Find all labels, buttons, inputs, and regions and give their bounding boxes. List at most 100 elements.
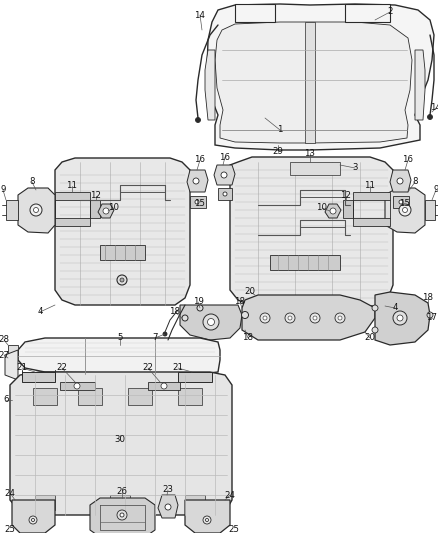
Polygon shape [100, 245, 145, 260]
Polygon shape [235, 4, 275, 22]
Polygon shape [343, 200, 353, 218]
Circle shape [193, 178, 199, 184]
Polygon shape [35, 495, 55, 510]
Text: 23: 23 [162, 486, 173, 495]
Polygon shape [55, 158, 190, 305]
Polygon shape [242, 295, 375, 340]
Polygon shape [375, 292, 430, 345]
Polygon shape [8, 345, 18, 355]
Polygon shape [207, 4, 434, 150]
Text: 25: 25 [229, 526, 240, 533]
Polygon shape [98, 204, 114, 218]
Polygon shape [270, 255, 340, 270]
Circle shape [33, 207, 39, 213]
Text: 9: 9 [0, 185, 6, 195]
Text: 18: 18 [243, 334, 254, 343]
Text: 21: 21 [173, 364, 184, 373]
Polygon shape [214, 165, 235, 185]
Polygon shape [425, 200, 435, 220]
Polygon shape [178, 388, 202, 405]
Polygon shape [90, 498, 155, 533]
Polygon shape [5, 350, 18, 380]
Polygon shape [6, 200, 18, 220]
Text: 21: 21 [17, 364, 28, 373]
Polygon shape [353, 218, 390, 226]
Circle shape [195, 200, 199, 204]
Circle shape [393, 311, 407, 325]
Text: 9: 9 [433, 185, 438, 195]
Polygon shape [90, 200, 100, 218]
Circle shape [372, 327, 378, 333]
Polygon shape [205, 50, 215, 120]
Polygon shape [22, 372, 55, 382]
Text: 12: 12 [340, 191, 352, 200]
Text: 24: 24 [4, 489, 15, 497]
Text: 22: 22 [57, 364, 67, 373]
Text: 20: 20 [364, 334, 375, 343]
Text: 18: 18 [170, 308, 180, 317]
Circle shape [285, 313, 295, 323]
Text: 2: 2 [387, 7, 393, 17]
Text: 13: 13 [304, 149, 315, 157]
Text: 22: 22 [142, 364, 153, 373]
Text: 26: 26 [117, 488, 127, 497]
Text: 1: 1 [277, 125, 283, 134]
Polygon shape [215, 22, 412, 143]
Circle shape [29, 516, 37, 524]
Circle shape [203, 516, 211, 524]
Polygon shape [178, 372, 212, 382]
Circle shape [195, 117, 201, 123]
Polygon shape [390, 170, 411, 192]
Text: 20: 20 [244, 287, 255, 296]
Circle shape [397, 315, 403, 321]
Circle shape [427, 115, 432, 119]
Text: 18: 18 [423, 294, 434, 303]
Text: 4: 4 [392, 303, 398, 312]
Polygon shape [290, 162, 340, 175]
Text: 27: 27 [0, 351, 10, 359]
Text: 16: 16 [219, 152, 230, 161]
Polygon shape [385, 188, 425, 233]
Circle shape [427, 312, 433, 318]
Polygon shape [415, 50, 425, 120]
Text: 17: 17 [427, 313, 438, 322]
Text: 6: 6 [3, 395, 9, 405]
Text: 15: 15 [194, 199, 205, 208]
Polygon shape [128, 388, 152, 405]
Circle shape [165, 504, 171, 510]
Polygon shape [55, 218, 90, 226]
Text: 4: 4 [37, 308, 43, 317]
Text: 3: 3 [352, 164, 358, 173]
Circle shape [241, 311, 248, 319]
Text: 29: 29 [272, 148, 283, 157]
Circle shape [120, 278, 124, 282]
Text: 25: 25 [4, 526, 15, 533]
Polygon shape [55, 192, 90, 200]
Text: 10: 10 [109, 204, 120, 213]
Circle shape [335, 313, 345, 323]
Circle shape [260, 313, 270, 323]
Circle shape [221, 172, 227, 178]
Polygon shape [230, 157, 393, 306]
Text: 16: 16 [194, 156, 205, 165]
Text: 8: 8 [412, 177, 418, 187]
Polygon shape [12, 500, 55, 533]
Polygon shape [185, 495, 205, 510]
Circle shape [403, 207, 407, 213]
Circle shape [399, 200, 403, 204]
Text: 11: 11 [364, 182, 375, 190]
Circle shape [313, 316, 317, 320]
Polygon shape [353, 192, 390, 200]
Text: 24: 24 [225, 490, 236, 499]
Circle shape [30, 204, 42, 216]
Circle shape [338, 316, 342, 320]
Text: 10: 10 [317, 204, 328, 213]
Text: 14: 14 [194, 11, 205, 20]
Circle shape [120, 513, 124, 517]
Polygon shape [218, 188, 232, 200]
Text: 7: 7 [152, 334, 158, 343]
Circle shape [117, 510, 127, 520]
Text: 28: 28 [0, 335, 10, 344]
Text: 18: 18 [234, 297, 246, 306]
Circle shape [372, 305, 378, 311]
